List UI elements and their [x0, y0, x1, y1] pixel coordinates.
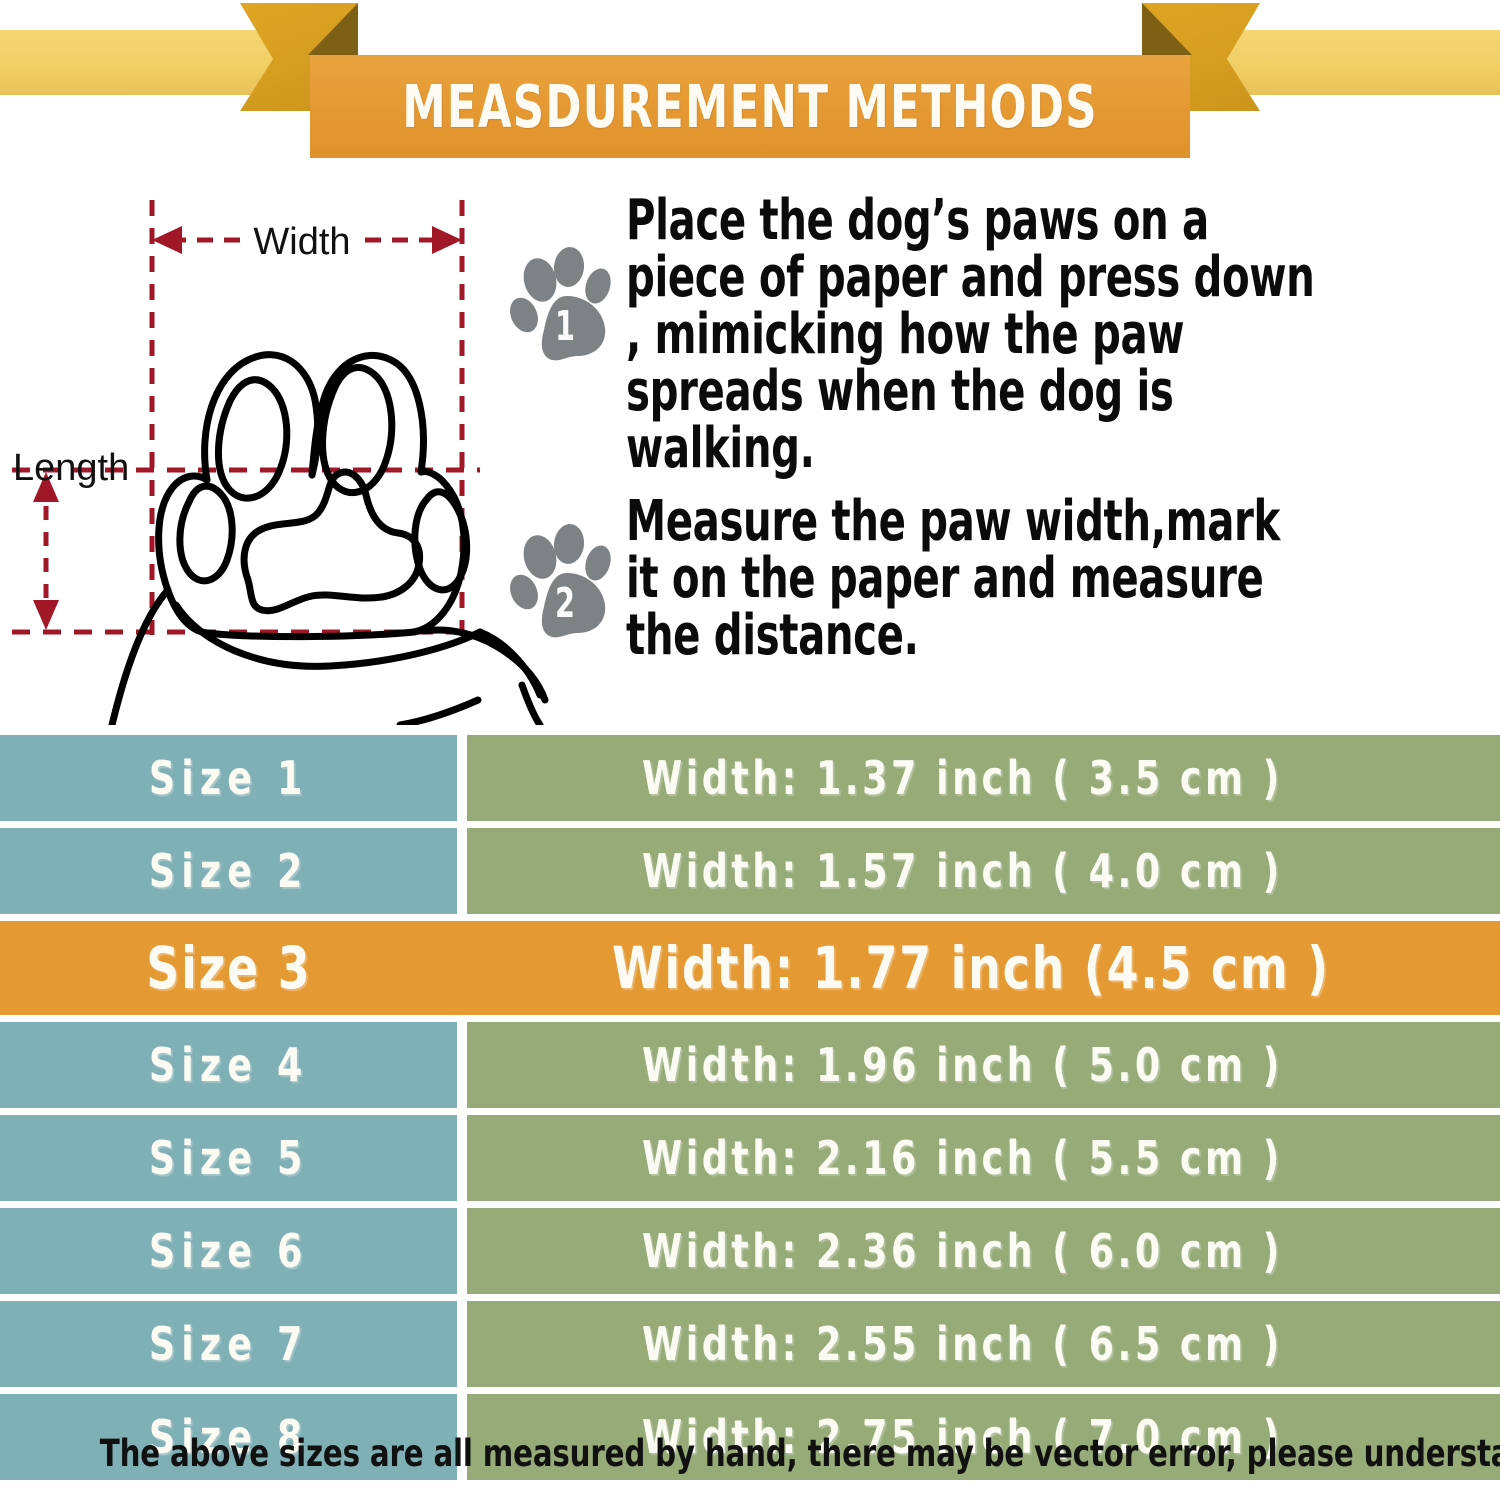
size-cell: Size 2 — [0, 828, 457, 914]
width-cell: Width: 2.75 inch ( 7.0 cm ) — [467, 1394, 1500, 1480]
size-cell: Size 5 — [0, 1115, 457, 1201]
banner-ribbon: MEASDUREMENT METHODS — [0, 0, 1500, 175]
paw-icon: 2 — [510, 521, 620, 641]
table-row-highlighted: Size 3 Width: 1.77 inch (4.5 cm ) — [0, 921, 1500, 1015]
size-cell: Size 8 — [0, 1394, 457, 1480]
instructions-list: 1 Place the dog’s paws on a piece of pap… — [510, 192, 1495, 680]
page-title: MEASDUREMENT METHODS — [402, 72, 1098, 141]
width-cell: Width: 2.55 inch ( 6.5 cm ) — [467, 1301, 1500, 1387]
instruction-item: 1 Place the dog’s paws on a piece of pap… — [510, 192, 1495, 477]
table-row: Size 6 Width: 2.36 inch ( 6.0 cm ) — [0, 1208, 1500, 1294]
table-row: Size 4 Width: 1.96 inch ( 5.0 cm ) — [0, 1022, 1500, 1108]
footer-disclaimer: The above sizes are all measured by hand… — [0, 1432, 1500, 1475]
width-cell: Width: 1.57 inch ( 4.0 cm ) — [467, 828, 1500, 914]
column-divider — [457, 828, 467, 914]
width-value: Width: 1.77 inch (4.5 cm ) — [612, 934, 1330, 1002]
paw-icon-svg — [510, 247, 611, 361]
size-label: Size 2 — [148, 844, 309, 898]
paw-badge-number: 1 — [554, 302, 576, 350]
size-label: Size 4 — [148, 1038, 309, 1092]
paw-badge-number: 2 — [554, 579, 576, 627]
width-cell: Width: 2.36 inch ( 6.0 cm ) — [467, 1208, 1500, 1294]
guide-arrowheads — [33, 226, 462, 630]
width-value: Width: 2.16 inch ( 5.5 cm ) — [642, 1131, 1283, 1185]
instruction-item: 2 Measure the paw width,mark it on the p… — [510, 493, 1495, 664]
instruction-text: Place the dog’s paws on a piece of paper… — [626, 188, 1315, 481]
column-divider — [457, 1208, 467, 1294]
size-cell: Size 4 — [0, 1022, 457, 1108]
table-row: Size 2 Width: 1.57 inch ( 4.0 cm ) — [0, 828, 1500, 914]
table-row: Size 8 Width: 2.75 inch ( 7.0 cm ) — [0, 1394, 1500, 1480]
paw-diagram-svg: Width Length — [12, 200, 549, 725]
width-value: Width: 2.36 inch ( 6.0 cm ) — [642, 1224, 1283, 1278]
width-cell: Width: 1.37 inch ( 3.5 cm ) — [467, 735, 1500, 821]
table-row: Size 7 Width: 2.55 inch ( 6.5 cm ) — [0, 1301, 1500, 1387]
paw-icon: 1 — [510, 244, 620, 364]
width-value: Width: 2.75 inch ( 7.0 cm ) — [642, 1410, 1283, 1464]
size-cell: Size 1 — [0, 735, 457, 821]
width-label: Width — [253, 221, 350, 263]
size-label: Size 8 — [148, 1410, 309, 1464]
size-chart-table: Size 1 Width: 1.37 inch ( 3.5 cm ) Size … — [0, 735, 1500, 1487]
size-label: Size 1 — [148, 751, 309, 805]
width-value: Width: 2.55 inch ( 6.5 cm ) — [642, 1317, 1283, 1371]
width-value: Width: 1.57 inch ( 4.0 cm ) — [642, 844, 1283, 898]
column-divider — [457, 921, 467, 1015]
column-divider — [457, 735, 467, 821]
paw-measurement-diagram: Width Length — [0, 180, 560, 725]
paw-outline — [108, 351, 549, 725]
banner-plate: MEASDUREMENT METHODS — [310, 55, 1190, 158]
column-divider — [457, 1301, 467, 1387]
column-divider — [457, 1022, 467, 1108]
size-label: Size 3 — [145, 934, 312, 1002]
width-cell: Width: 1.77 inch (4.5 cm ) — [467, 921, 1500, 1015]
column-divider — [457, 1115, 467, 1201]
instruction-text: Measure the paw width,mark it on the pap… — [626, 489, 1280, 668]
footer-disclaimer-text: The above sizes are all measured by hand… — [99, 1432, 1500, 1475]
size-cell: Size 7 — [0, 1301, 457, 1387]
length-label: Length — [13, 447, 129, 489]
size-cell: Size 6 — [0, 1208, 457, 1294]
table-row: Size 1 Width: 1.37 inch ( 3.5 cm ) — [0, 735, 1500, 821]
size-label: Size 6 — [148, 1224, 309, 1278]
size-cell: Size 3 — [0, 921, 457, 1015]
width-cell: Width: 2.16 inch ( 5.5 cm ) — [467, 1115, 1500, 1201]
width-cell: Width: 1.96 inch ( 5.0 cm ) — [467, 1022, 1500, 1108]
size-label: Size 7 — [148, 1317, 309, 1371]
width-value: Width: 1.37 inch ( 3.5 cm ) — [642, 751, 1283, 805]
table-row: Size 5 Width: 2.16 inch ( 5.5 cm ) — [0, 1115, 1500, 1201]
width-value: Width: 1.96 inch ( 5.0 cm ) — [642, 1038, 1283, 1092]
paw-icon-svg — [510, 524, 611, 638]
size-label: Size 5 — [148, 1131, 309, 1185]
